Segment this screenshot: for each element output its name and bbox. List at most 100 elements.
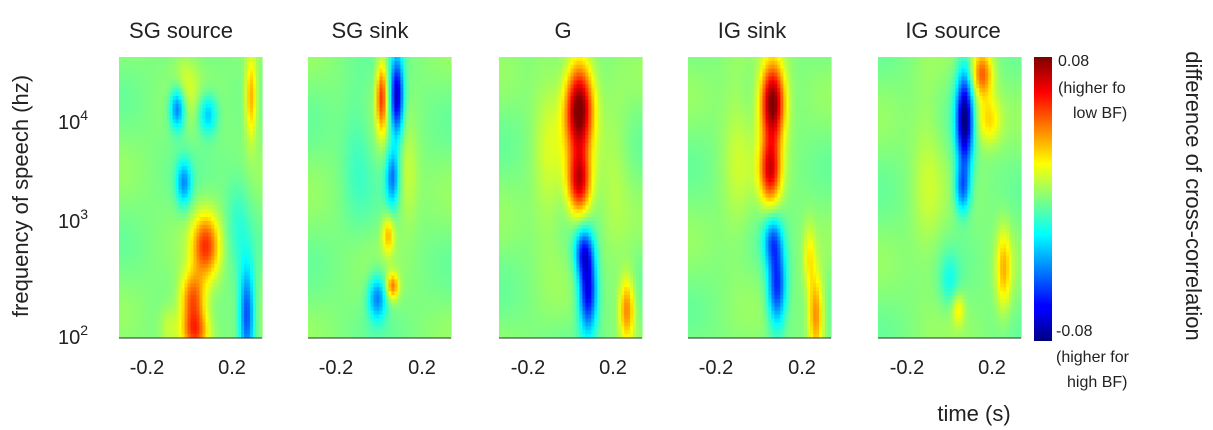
heatmap-cell (163, 64, 168, 70)
heatmap-cell (139, 127, 144, 132)
heatmap-cell (256, 201, 260, 206)
heatmap-cell (247, 259, 251, 265)
heatmap-cell (229, 193, 233, 199)
heatmap-cell (190, 205, 195, 210)
heatmap-cell (160, 189, 165, 195)
heatmap-cell (223, 57, 227, 62)
heatmap-cell (226, 181, 230, 187)
heatmap-cell (130, 170, 135, 175)
heatmap-cell (241, 150, 245, 156)
heatmap-cell (184, 99, 189, 105)
heatmap-cell (166, 259, 171, 265)
heatmap-cell (166, 107, 171, 113)
heatmap-cell (175, 96, 180, 101)
heatmap-cell (178, 166, 183, 171)
heatmap-cell (217, 135, 221, 140)
heatmap-cell (160, 162, 165, 167)
heatmap-cell (169, 174, 174, 179)
heatmap-cell (136, 68, 141, 74)
heatmap-cell (172, 185, 177, 191)
heatmap-cell (169, 76, 174, 82)
heatmap-cell (247, 162, 251, 167)
heatmap-cell (181, 103, 186, 109)
heatmap-cell (154, 259, 159, 265)
heatmap-cell (130, 64, 135, 70)
heatmap-cell (154, 84, 159, 89)
heatmap-cell (178, 123, 183, 128)
heatmap-cell (181, 57, 186, 62)
heatmap-cell (139, 259, 144, 265)
heatmap-cell (163, 92, 168, 97)
heatmap-cell (199, 96, 204, 101)
heatmap-cell (169, 92, 174, 97)
heatmap-cell (157, 174, 162, 179)
heatmap-cell (229, 209, 233, 214)
heatmap-cell (119, 99, 123, 105)
heatmap-cell (184, 244, 189, 249)
heatmap-cell (142, 119, 147, 124)
heatmap-cell (208, 64, 212, 70)
heatmap-cell (238, 103, 242, 109)
heatmap-cell (154, 170, 159, 175)
heatmap-cell (142, 279, 147, 284)
heatmap-cell (202, 201, 206, 206)
heatmap-cell (133, 170, 138, 175)
heatmap-cell (202, 154, 206, 160)
heatmap-cell (247, 197, 251, 202)
heatmap-cell (226, 60, 230, 66)
heatmap-cell (217, 142, 221, 148)
heatmap-cell (142, 213, 147, 218)
heatmap-cell (235, 232, 239, 238)
heatmap-cell (223, 127, 227, 132)
heatmap-cell (121, 68, 126, 74)
heatmap-cell (127, 135, 132, 140)
heatmap-cell (142, 162, 147, 167)
heatmap-cell (217, 259, 221, 265)
heatmap-cell (214, 189, 218, 195)
heatmap-cell (157, 92, 162, 97)
heatmap-cell (136, 213, 141, 218)
heatmap-cell (238, 232, 242, 238)
heatmap-cell (157, 68, 162, 74)
heatmap-cell (124, 138, 129, 144)
heatmap-cell (119, 76, 123, 82)
heatmap-cell (166, 228, 171, 234)
heatmap-cell (211, 170, 215, 175)
heatmap-cell (119, 127, 123, 132)
heatmap-cell (139, 236, 144, 242)
heatmap-cell (223, 220, 227, 226)
heatmap-cell (256, 115, 260, 121)
heatmap-cell (244, 123, 248, 128)
heatmap-cell (211, 64, 215, 70)
heatmap-cell (448, 166, 452, 171)
heatmap-cell (238, 201, 242, 206)
heatmap-cell (226, 228, 230, 234)
heatmap-cell (199, 80, 204, 85)
heatmap-cell (223, 96, 227, 101)
heatmap-cell (226, 96, 230, 101)
heatmap-cell (247, 275, 251, 281)
heatmap-cell (163, 131, 168, 136)
heatmap-cell (205, 162, 209, 167)
heatmap-cell (121, 220, 126, 226)
heatmap-cell (136, 111, 141, 117)
heatmap-cell (250, 174, 254, 179)
heatmap-cell (208, 236, 212, 242)
heatmap-cell (235, 96, 239, 101)
heatmap-cell (166, 68, 171, 74)
heatmap-cell (259, 150, 263, 156)
heatmap-cell (235, 111, 239, 117)
heatmap-cell (148, 135, 153, 140)
heatmap-cell (196, 236, 201, 242)
heatmap-cell (205, 119, 209, 124)
heatmap-cell (217, 60, 221, 66)
heatmap-cell (175, 76, 180, 82)
heatmap-cell (145, 275, 150, 281)
heatmap-cell (259, 88, 263, 93)
heatmap-cell (136, 209, 141, 214)
heatmap-cell (127, 64, 132, 70)
heatmap-cell (217, 267, 221, 273)
heatmap-cell (154, 80, 159, 85)
heatmap-cell (253, 80, 257, 85)
heatmap-cell (211, 88, 215, 93)
